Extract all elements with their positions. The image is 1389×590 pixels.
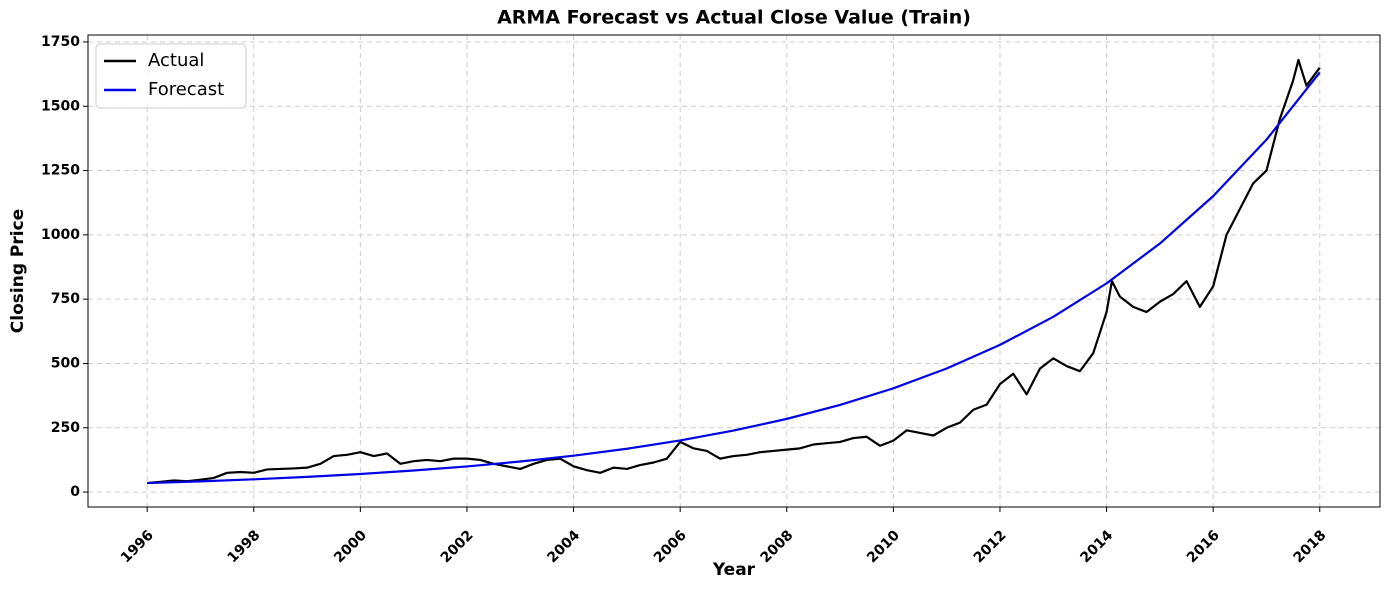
y-tick-label: 1500 — [41, 98, 80, 114]
y-tick-label: 1000 — [41, 227, 80, 243]
x-tick-label: 2000 — [331, 527, 370, 566]
x-tick-label: 1996 — [118, 527, 157, 566]
series-line — [147, 71, 1321, 485]
x-tick-label: 2012 — [971, 527, 1010, 566]
legend-label: Forecast — [148, 79, 224, 100]
x-tick-label: 2018 — [1291, 527, 1330, 566]
series-line — [147, 58, 1321, 485]
y-tick-label: 500 — [51, 355, 80, 371]
plot-frame — [87, 34, 1381, 508]
y-tick-label: 750 — [51, 291, 80, 307]
y-axis-label: Closing Price — [8, 209, 28, 333]
legend-label: Actual — [148, 50, 204, 71]
y-tick-label: 250 — [51, 420, 80, 436]
x-tick-label: 2004 — [544, 527, 583, 566]
y-tick-label: 1750 — [41, 34, 80, 50]
x-tick-label: 2016 — [1184, 527, 1223, 566]
x-axis-label: Year — [712, 560, 756, 580]
x-tick-label: 2002 — [438, 527, 477, 566]
y-tick-label: 0 — [70, 484, 80, 500]
chart-title: ARMA Forecast vs Actual Close Value (Tra… — [497, 7, 971, 29]
x-tick-label: 2006 — [651, 527, 690, 566]
x-tick-label: 2014 — [1077, 527, 1116, 566]
x-tick-label: 2008 — [758, 527, 797, 566]
x-tick-label: 2010 — [864, 527, 903, 566]
y-tick-label: 1250 — [41, 163, 80, 179]
x-tick-label: 1998 — [225, 527, 264, 566]
